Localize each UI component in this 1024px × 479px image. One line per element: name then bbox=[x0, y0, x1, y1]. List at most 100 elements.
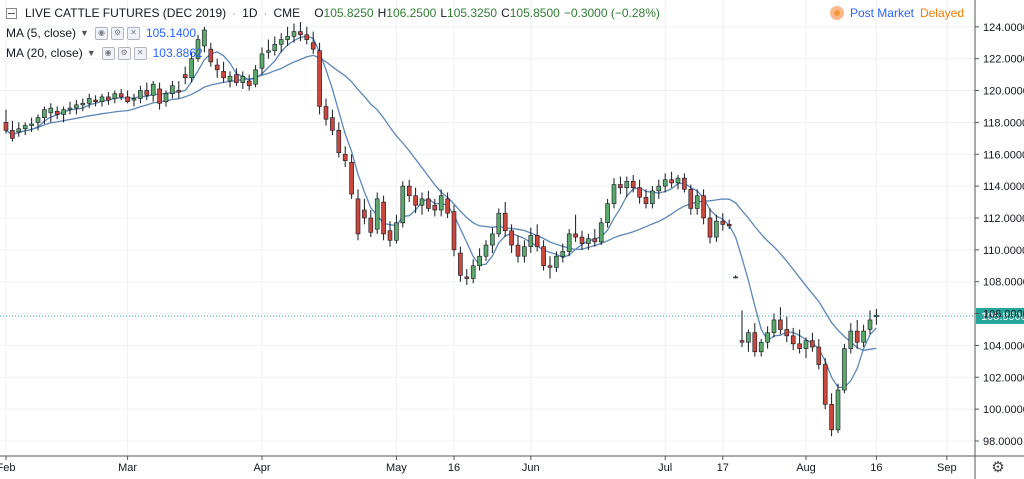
candle[interactable] bbox=[234, 68, 239, 86]
candle[interactable] bbox=[227, 71, 233, 88]
candle[interactable] bbox=[3, 109, 9, 134]
candle[interactable] bbox=[106, 92, 111, 105]
candle[interactable] bbox=[336, 122, 342, 158]
candle[interactable] bbox=[16, 122, 22, 137]
candle[interactable] bbox=[464, 268, 470, 285]
candle[interactable] bbox=[586, 233, 591, 250]
candle[interactable] bbox=[458, 246, 463, 282]
candle[interactable] bbox=[701, 189, 706, 225]
candle[interactable] bbox=[374, 192, 380, 234]
candle[interactable] bbox=[560, 243, 566, 263]
candle[interactable] bbox=[682, 173, 687, 193]
candle[interactable] bbox=[182, 66, 188, 85]
candle[interactable] bbox=[829, 393, 834, 437]
candle[interactable] bbox=[637, 179, 642, 204]
candle[interactable] bbox=[150, 80, 156, 102]
settings-icon[interactable]: ⚙ bbox=[110, 26, 124, 40]
candle[interactable] bbox=[714, 214, 719, 242]
candle[interactable] bbox=[835, 383, 841, 434]
candle[interactable] bbox=[771, 313, 777, 338]
candle[interactable] bbox=[208, 42, 214, 67]
gear-icon[interactable]: ⚙ bbox=[991, 459, 1005, 476]
candle[interactable] bbox=[854, 319, 860, 349]
candle[interactable] bbox=[669, 171, 674, 188]
candle[interactable] bbox=[746, 329, 751, 352]
candle[interactable] bbox=[131, 93, 137, 107]
candle[interactable] bbox=[861, 324, 866, 348]
candle[interactable] bbox=[259, 47, 265, 75]
candle[interactable] bbox=[61, 106, 66, 123]
collapse-icon[interactable] bbox=[6, 7, 17, 19]
candle[interactable] bbox=[784, 316, 790, 343]
candle[interactable] bbox=[630, 174, 636, 193]
candle[interactable] bbox=[822, 358, 828, 410]
candle[interactable] bbox=[202, 26, 207, 53]
candle[interactable] bbox=[490, 227, 495, 254]
candle[interactable] bbox=[323, 98, 329, 126]
candle[interactable] bbox=[739, 310, 745, 348]
market-status-dot[interactable] bbox=[829, 6, 844, 20]
candle[interactable] bbox=[541, 240, 546, 271]
candle[interactable] bbox=[426, 190, 431, 212]
settings-icon[interactable]: ⚙ bbox=[117, 46, 131, 60]
candle[interactable] bbox=[144, 82, 150, 101]
candle[interactable] bbox=[362, 198, 367, 225]
candle[interactable] bbox=[80, 98, 86, 112]
candle[interactable] bbox=[304, 26, 310, 45]
candle[interactable] bbox=[266, 39, 271, 59]
candle[interactable] bbox=[618, 176, 623, 195]
candle[interactable] bbox=[35, 114, 41, 131]
close-icon[interactable]: ✕ bbox=[133, 46, 147, 60]
candle[interactable] bbox=[726, 219, 732, 230]
candle[interactable] bbox=[195, 34, 201, 62]
candle[interactable] bbox=[675, 174, 681, 190]
candle[interactable] bbox=[470, 259, 476, 284]
candle[interactable] bbox=[170, 80, 175, 99]
candle[interactable] bbox=[214, 58, 220, 78]
candle-layer[interactable] bbox=[3, 22, 879, 437]
candle[interactable] bbox=[272, 36, 278, 56]
candle[interactable] bbox=[733, 275, 738, 279]
candle[interactable] bbox=[381, 195, 386, 241]
candle[interactable] bbox=[528, 227, 534, 254]
candle[interactable] bbox=[688, 184, 694, 215]
candle[interactable] bbox=[483, 240, 489, 261]
candle[interactable] bbox=[413, 187, 418, 214]
candle[interactable] bbox=[656, 179, 662, 199]
study-name-ma5[interactable]: MA (5, close) bbox=[6, 26, 77, 40]
candle[interactable] bbox=[573, 214, 578, 242]
candle[interactable] bbox=[368, 210, 374, 238]
candle[interactable] bbox=[42, 106, 47, 124]
candle[interactable] bbox=[797, 329, 802, 354]
candle[interactable] bbox=[112, 90, 118, 104]
candle[interactable] bbox=[534, 224, 540, 252]
candle[interactable] bbox=[662, 173, 668, 193]
candle[interactable] bbox=[515, 235, 521, 263]
candle[interactable] bbox=[611, 178, 617, 209]
candle[interactable] bbox=[54, 106, 60, 120]
candle[interactable] bbox=[874, 308, 879, 325]
candle[interactable] bbox=[445, 192, 450, 218]
candle[interactable] bbox=[221, 61, 226, 83]
candle[interactable] bbox=[125, 90, 130, 104]
candle[interactable] bbox=[810, 332, 815, 352]
candle[interactable] bbox=[842, 343, 847, 394]
candle[interactable] bbox=[355, 189, 361, 241]
chevron-down-icon[interactable]: ▼ bbox=[80, 28, 89, 38]
candle[interactable] bbox=[650, 186, 655, 209]
candle[interactable] bbox=[176, 80, 182, 99]
candle[interactable] bbox=[765, 326, 770, 349]
candle[interactable] bbox=[522, 240, 527, 263]
candle[interactable] bbox=[406, 179, 412, 203]
candle[interactable] bbox=[803, 337, 809, 359]
study-name-ma20[interactable]: MA (20, close) bbox=[6, 46, 83, 60]
candle[interactable] bbox=[93, 95, 98, 107]
candle[interactable] bbox=[694, 189, 700, 215]
candle[interactable] bbox=[189, 52, 194, 83]
candle[interactable] bbox=[848, 323, 854, 354]
candle[interactable] bbox=[592, 229, 598, 247]
candle[interactable] bbox=[317, 42, 322, 115]
